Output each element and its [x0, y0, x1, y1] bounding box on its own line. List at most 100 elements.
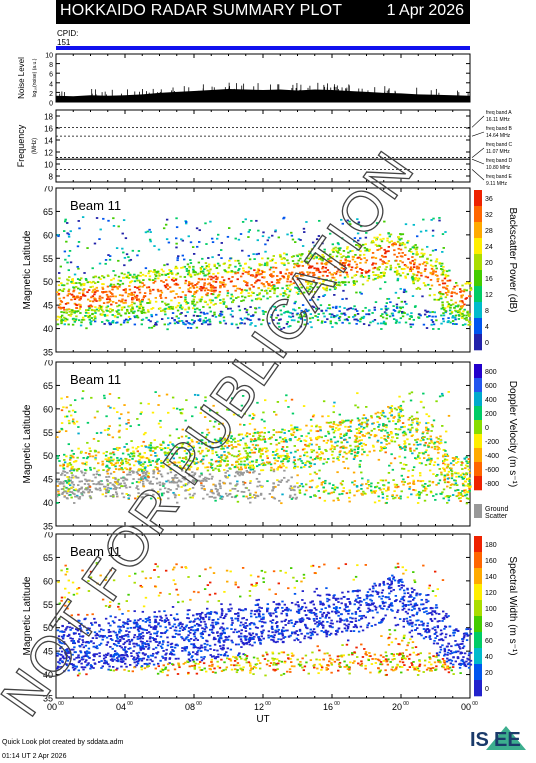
data-cell	[199, 311, 203, 314]
data-cell	[415, 287, 419, 290]
data-cell	[139, 412, 142, 415]
data-cell	[427, 429, 430, 432]
data-cell	[415, 420, 419, 423]
data-cell	[260, 323, 263, 326]
data-cell	[416, 493, 420, 496]
data-cell	[357, 419, 361, 422]
data-cell	[127, 256, 130, 258]
data-cell	[82, 294, 85, 297]
data-cell	[442, 488, 446, 491]
data-cell	[137, 454, 140, 457]
data-cell	[285, 253, 288, 256]
data-cell	[89, 321, 92, 324]
data-cell	[151, 488, 154, 491]
data-cell	[223, 269, 226, 272]
data-cell	[407, 240, 410, 242]
data-cell	[301, 304, 305, 306]
data-cell	[149, 480, 152, 483]
data-cell	[291, 238, 295, 241]
data-cell	[430, 267, 434, 270]
data-cell	[247, 318, 250, 321]
data-cell	[360, 445, 364, 448]
data-cell	[369, 485, 373, 488]
data-cell	[296, 255, 299, 258]
data-cell	[327, 458, 330, 460]
data-cell	[356, 313, 360, 315]
data-cell	[357, 429, 361, 432]
data-cell	[310, 443, 313, 446]
data-cell	[72, 290, 75, 293]
data-cell	[148, 459, 151, 462]
data-cell	[238, 474, 241, 477]
data-cell	[266, 257, 270, 260]
data-cell	[248, 451, 252, 454]
data-cell	[61, 284, 64, 287]
data-cell	[336, 250, 340, 253]
data-cell	[308, 288, 311, 291]
data-cell	[461, 472, 464, 475]
data-cell	[356, 451, 360, 453]
data-cell	[327, 258, 330, 261]
data-cell	[162, 466, 165, 469]
data-cell	[202, 321, 205, 324]
data-cell	[166, 263, 169, 266]
data-cell	[418, 313, 421, 316]
data-cell	[226, 439, 229, 441]
data-cell	[321, 257, 325, 260]
data-cell	[376, 411, 380, 414]
data-cell	[77, 476, 80, 479]
data-cell	[244, 442, 247, 445]
data-cell	[107, 254, 110, 256]
data-cell	[412, 263, 416, 266]
data-cell	[125, 478, 129, 481]
data-cell	[80, 487, 83, 490]
data-cell	[444, 495, 448, 498]
data-cell	[177, 317, 180, 320]
data-cell	[406, 496, 410, 499]
data-cell	[212, 303, 215, 306]
data-cell	[149, 454, 153, 457]
data-cell	[376, 322, 380, 325]
data-cell	[73, 298, 77, 301]
data-cell	[195, 441, 199, 443]
data-cell	[293, 467, 296, 470]
data-cell	[143, 292, 147, 294]
data-cell	[219, 299, 222, 301]
data-cell	[129, 274, 132, 276]
data-cell	[415, 253, 418, 256]
data-cell	[68, 490, 72, 493]
data-cell	[341, 281, 345, 284]
data-cell	[146, 493, 149, 496]
data-cell	[166, 273, 170, 275]
data-cell	[459, 500, 462, 502]
data-cell	[459, 492, 463, 495]
y-tick-label: 8	[49, 173, 54, 182]
data-cell	[57, 490, 60, 493]
data-cell	[399, 260, 402, 262]
data-cell	[128, 471, 131, 474]
data-cell	[308, 465, 311, 468]
data-cell	[332, 423, 335, 425]
data-cell	[77, 220, 80, 222]
data-cell	[349, 444, 352, 447]
data-cell	[216, 488, 219, 491]
plot-frame	[55, 109, 471, 183]
data-cell	[227, 493, 231, 496]
data-cell	[212, 280, 215, 283]
data-cell	[196, 467, 200, 469]
data-cell	[218, 320, 222, 323]
data-cell	[219, 487, 222, 490]
data-cell	[278, 499, 281, 502]
data-cell	[289, 437, 292, 440]
data-cell	[299, 274, 303, 277]
data-cell	[180, 312, 183, 314]
data-cell	[284, 311, 287, 313]
y-tick-label: 40	[43, 324, 53, 334]
data-cell	[248, 482, 252, 484]
data-cell	[202, 272, 205, 275]
data-cell	[57, 293, 61, 295]
data-cell	[466, 462, 469, 465]
data-cell	[395, 307, 399, 309]
data-cell	[467, 483, 470, 485]
data-cell	[316, 436, 320, 438]
